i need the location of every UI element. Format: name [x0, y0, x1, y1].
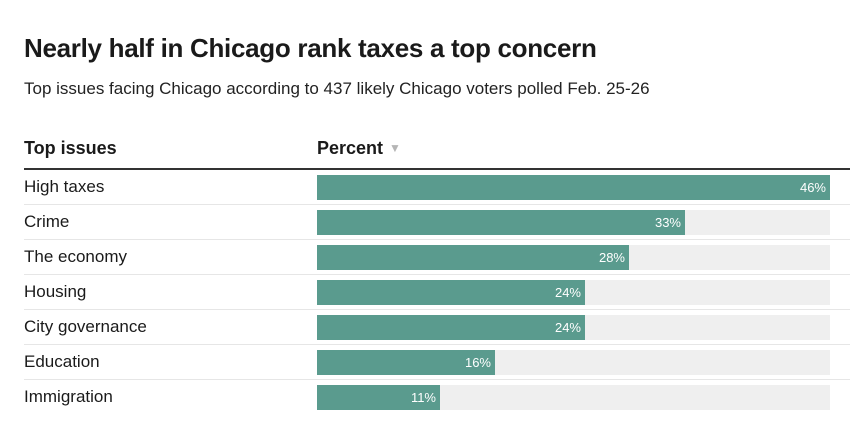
category-label: Crime [24, 212, 70, 231]
bar-value-label: 28% [598, 250, 625, 265]
category-label: High taxes [24, 177, 105, 196]
bar: 11% [317, 385, 440, 410]
table-row: Immigration 11% [24, 380, 850, 415]
category-label: Education [24, 352, 100, 371]
table-row: Education 16% [24, 345, 850, 380]
bar-value-label: 11% [410, 390, 436, 405]
bar-track: 33% [317, 210, 830, 235]
bar-track: 46% [317, 175, 830, 200]
table-row: City governance 24% [24, 310, 850, 345]
bar-value-label: 33% [654, 215, 681, 230]
bar-track: 11% [317, 385, 830, 410]
chart-subtitle: Top issues facing Chicago according to 4… [24, 79, 650, 98]
bar: 46% [317, 175, 830, 200]
sort-descending-icon[interactable]: ▼ [389, 141, 401, 155]
bar-table: Top issues Percent ▼ High taxes 46% Crime 33… [24, 132, 850, 415]
table-row: Housing 24% [24, 275, 850, 310]
bar: 24% [317, 280, 585, 305]
table-row: The economy 28% [24, 240, 850, 275]
table-body: High taxes 46% Crime 33% The economy 28% Housi… [24, 170, 850, 415]
category-label: City governance [24, 317, 147, 336]
bar-value-label: 16% [464, 355, 491, 370]
table-row: Crime 33% [24, 205, 850, 240]
table-row: High taxes 46% [24, 170, 850, 205]
bar-value-label: 24% [554, 285, 581, 300]
bar-track: 16% [317, 350, 830, 375]
category-label: The economy [24, 247, 127, 266]
bar: 16% [317, 350, 495, 375]
table-header: Top issues Percent ▼ [24, 132, 850, 170]
category-label: Housing [24, 282, 87, 301]
bar: 24% [317, 315, 585, 340]
column-header-percent-label: Percent [317, 138, 384, 158]
column-header-issues[interactable]: Top issues [24, 138, 117, 158]
bar-value-label: 46% [799, 180, 826, 195]
bar-track: 24% [317, 315, 830, 340]
bar: 33% [317, 210, 685, 235]
category-label: Immigration [24, 387, 113, 406]
bar: 28% [317, 245, 629, 270]
bar-value-label: 24% [554, 320, 581, 335]
chart-title: Nearly half in Chicago rank taxes a top … [24, 33, 597, 63]
bar-track: 28% [317, 245, 830, 270]
column-header-percent[interactable]: Percent ▼ [317, 138, 401, 159]
bar-track: 24% [317, 280, 830, 305]
